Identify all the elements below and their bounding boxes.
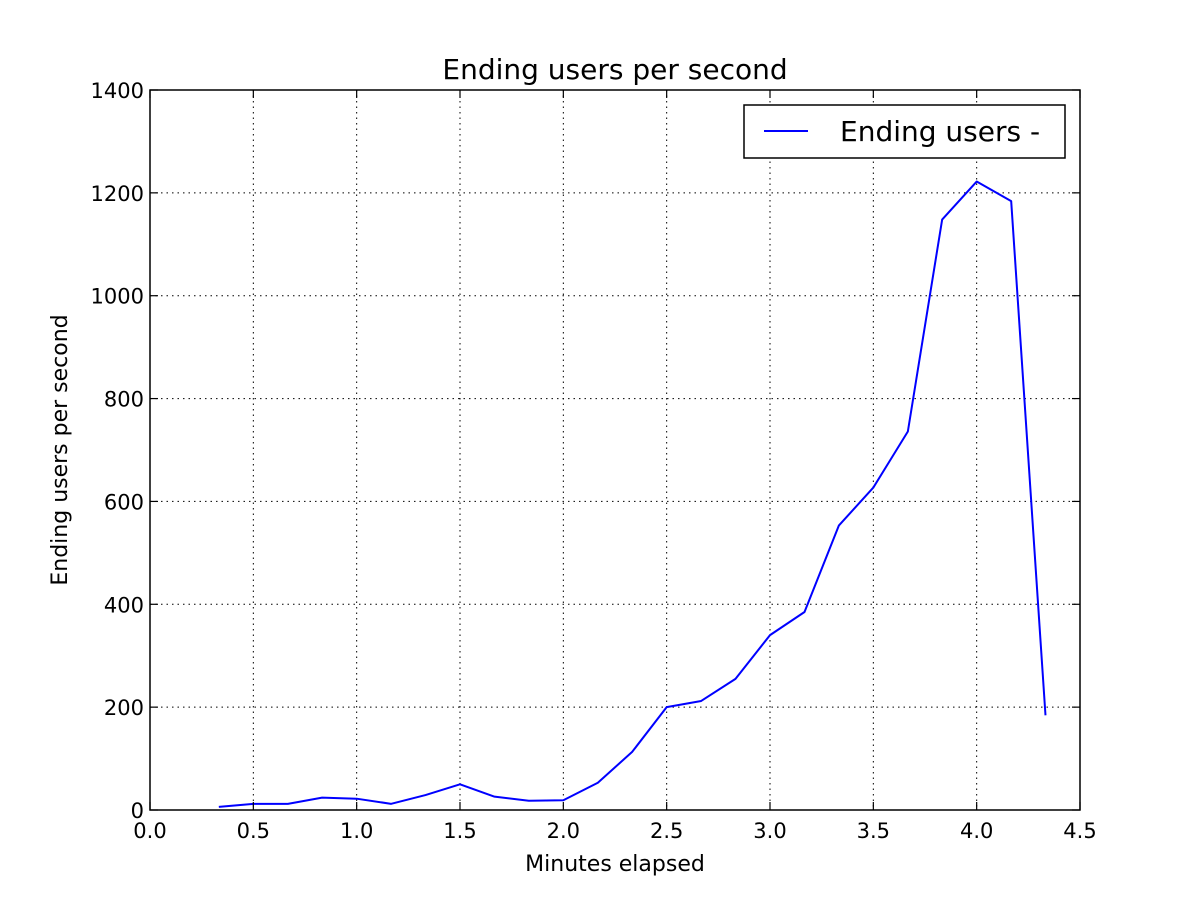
y-tick-labels: 0 200 400 600 800 1000 1200 1400 [91, 79, 144, 823]
x-tick-label: 4.5 [1063, 819, 1096, 843]
plot-frame [149, 89, 1081, 811]
x-tick-label: 0.5 [237, 819, 270, 843]
legend-label: Ending users - [840, 115, 1040, 148]
grid-lines [150, 90, 1080, 810]
x-tick-label: 2.5 [650, 819, 683, 843]
x-tick-label: 2.0 [547, 819, 580, 843]
y-tick-label: 400 [104, 593, 144, 617]
x-axis-title: Minutes elapsed [525, 852, 705, 877]
y-tick-label: 1400 [91, 79, 144, 103]
x-tick-label: 3.5 [857, 819, 890, 843]
legend: Ending users - [743, 104, 1066, 159]
chart-title: Ending users per second [442, 53, 787, 86]
y-tick-label: 1000 [91, 285, 144, 309]
y-tick-label: 600 [104, 490, 144, 514]
x-tick-label: 3.0 [753, 819, 786, 843]
axis-ticks [149, 89, 1081, 811]
y-tick-label: 1200 [91, 182, 144, 206]
x-tick-label: 0.0 [133, 819, 166, 843]
series-layer [218, 180, 1047, 808]
x-tick-label: 1.0 [340, 819, 373, 843]
series-line [218, 180, 1047, 808]
x-tick-labels: 0.0 0.5 1.0 1.5 2.0 2.5 3.0 3.5 4.0 4.5 [133, 819, 1096, 843]
x-tick-label: 1.5 [443, 819, 476, 843]
y-tick-label: 0 [131, 799, 144, 823]
y-tick-label: 800 [104, 388, 144, 412]
y-tick-label: 200 [104, 696, 144, 720]
y-axis-title: Ending users per second [48, 314, 73, 585]
x-tick-label: 4.0 [960, 819, 993, 843]
